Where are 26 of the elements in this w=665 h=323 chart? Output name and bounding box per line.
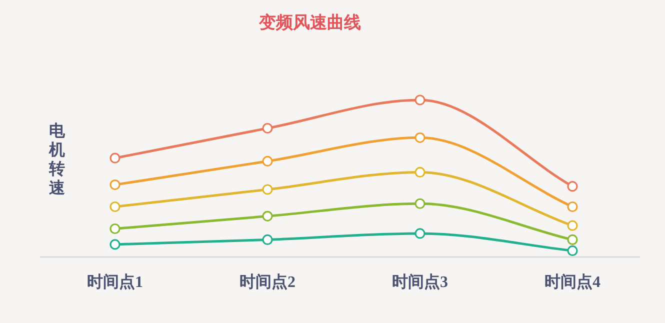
point <box>110 239 120 250</box>
x-tick-label: 时间点2 <box>240 273 296 291</box>
point <box>262 184 273 195</box>
point <box>262 234 273 246</box>
point <box>262 122 273 134</box>
point <box>262 210 273 222</box>
x-tick-label: 时间点3 <box>392 273 448 291</box>
point <box>567 220 578 231</box>
point <box>414 132 426 143</box>
point <box>567 201 578 212</box>
point <box>110 201 120 212</box>
point <box>414 94 426 106</box>
point <box>110 179 120 190</box>
point <box>262 156 273 167</box>
point <box>110 152 120 164</box>
x-tick-label: 时间点1 <box>87 273 143 291</box>
point <box>567 181 578 192</box>
point <box>110 223 120 234</box>
point <box>567 245 578 256</box>
y-axis-title: 电机转速 <box>48 122 66 197</box>
x-tick-label: 时间点4 <box>544 273 600 291</box>
point <box>414 228 426 239</box>
chart-title: 变频风速曲线 <box>258 13 361 32</box>
point <box>567 234 578 246</box>
point <box>414 198 426 209</box>
point <box>414 166 426 178</box>
